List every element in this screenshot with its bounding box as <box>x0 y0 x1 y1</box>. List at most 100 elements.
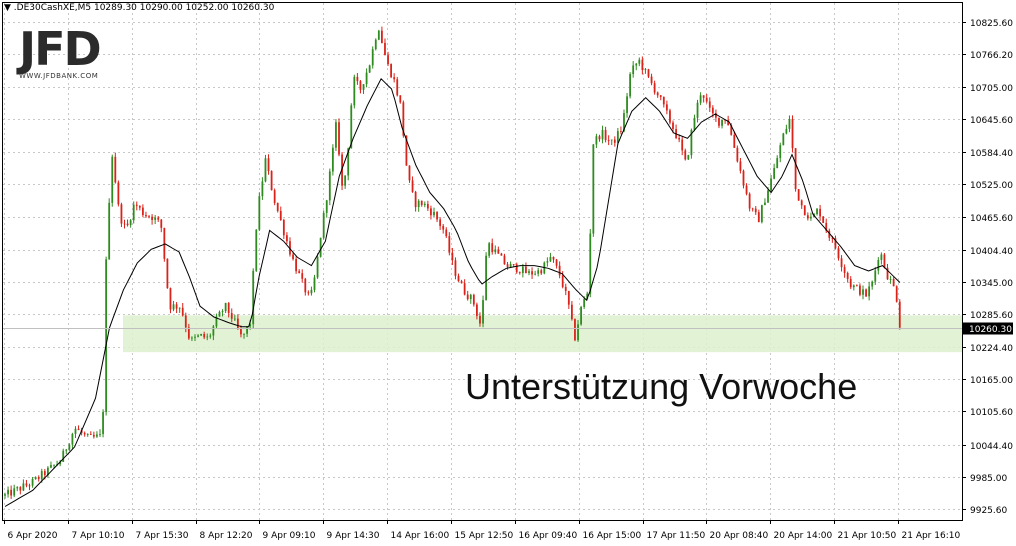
candle-bear <box>883 254 886 268</box>
candle-bull <box>417 200 420 208</box>
candle-bull <box>224 302 227 312</box>
price-axis[interactable]: 10825.60 10766.20 10705.00 10645.60 10584.40… <box>962 19 1013 516</box>
candle-bear <box>25 483 28 486</box>
candle-bull <box>868 286 871 297</box>
candle-bull <box>209 335 212 337</box>
candle-bull <box>423 203 426 206</box>
candle-bull <box>13 488 16 496</box>
candle-bull <box>874 270 877 282</box>
y-tick-label: 10465.60 <box>970 214 1013 224</box>
candle-bear <box>126 223 129 226</box>
candle-bear <box>236 318 239 329</box>
candle-bear <box>886 267 889 280</box>
candle-bear <box>181 307 184 316</box>
candle-bull <box>644 69 647 71</box>
candle-bear <box>803 205 806 216</box>
x-tick-label: 9 Apr 09:10 <box>263 531 316 541</box>
y-tick-label: 10224.40 <box>970 344 1013 354</box>
candle-bear <box>859 285 861 295</box>
candle-bull <box>178 307 181 309</box>
candle-bear <box>439 219 442 226</box>
candle-bear <box>466 294 469 300</box>
candle-bear <box>512 264 515 265</box>
candle-bull <box>246 326 248 334</box>
candle-bear <box>739 161 742 171</box>
candle-bear <box>381 30 383 43</box>
candle-bear <box>705 97 708 102</box>
candle-bull <box>696 102 699 118</box>
candle-bear <box>148 216 150 218</box>
candle-bear <box>43 471 46 476</box>
candle-bear <box>442 225 445 230</box>
candle-bear <box>837 248 840 259</box>
candle-bull <box>200 333 203 336</box>
candle-bear <box>895 286 898 302</box>
candle-bull <box>580 306 582 325</box>
candle-bear <box>295 259 298 272</box>
candle-bear <box>476 304 478 316</box>
candle-bull <box>243 333 245 335</box>
support-annotation: Unterstützung Vorwoche <box>465 366 857 408</box>
candle-bull <box>40 471 43 480</box>
x-tick-label: 16 Apr 09:40 <box>519 531 578 541</box>
candle-bull <box>335 122 337 148</box>
candle-bear <box>653 83 656 93</box>
candle-bear <box>451 252 454 261</box>
candle-bull <box>776 158 779 169</box>
candle-bull <box>50 465 52 468</box>
candle-bear <box>166 258 169 289</box>
candle-bear <box>123 223 126 225</box>
candle-bull <box>47 467 49 476</box>
candle-bull <box>629 74 632 97</box>
candle-bull <box>16 487 19 489</box>
candle-bear <box>718 117 720 126</box>
candle-bear <box>411 180 414 192</box>
candle-bear <box>711 107 714 114</box>
candle-bear <box>19 487 22 491</box>
candle-bull <box>129 220 132 226</box>
candle-bull <box>362 84 365 90</box>
candle-bear <box>448 236 451 253</box>
candle-bear <box>286 235 288 242</box>
candle-bull <box>760 205 763 223</box>
candle-bear <box>289 241 291 255</box>
candle-bull <box>690 129 693 156</box>
candle-bear <box>240 328 242 335</box>
candle-bull <box>693 117 696 130</box>
time-axis[interactable]: 6 Apr 2020 7 Apr 10:10 7 Apr 15:30 8 Apr 12… <box>4 520 961 541</box>
candle-bull <box>816 208 818 215</box>
candle-bear <box>757 212 760 223</box>
candle-bear <box>574 319 576 341</box>
candle-bear <box>898 301 901 328</box>
candle-bear <box>292 254 294 260</box>
chart-grid <box>3 3 962 520</box>
candle-bull <box>212 326 215 336</box>
candle-bear <box>678 137 681 140</box>
candle-bull <box>595 136 598 145</box>
candle-bull <box>325 200 328 213</box>
candle-bear <box>834 238 837 249</box>
candle-bear <box>564 286 567 291</box>
candle-bull <box>509 264 512 267</box>
candle-bull <box>862 289 864 295</box>
candle-bull <box>583 299 586 307</box>
jfd-logo: JFD WWW.JFDBANK.COM <box>19 26 102 82</box>
candle-bear <box>175 304 178 309</box>
candle-bull <box>105 259 108 413</box>
candle-bear <box>472 294 475 305</box>
candle-bull <box>249 324 252 327</box>
candle-bear <box>230 313 233 319</box>
candle-bull <box>7 489 9 495</box>
y-tick-label: 10705.00 <box>970 84 1013 94</box>
candle-bull <box>319 237 322 257</box>
candle-bull <box>22 483 25 491</box>
candle-bear <box>135 204 138 206</box>
candle-bear <box>797 189 800 201</box>
candle-bear <box>356 76 359 82</box>
candle-bull <box>233 318 236 320</box>
candle-bull <box>313 277 316 290</box>
x-tick-label: 9 Apr 14:30 <box>327 531 380 541</box>
candle-bull <box>252 270 255 325</box>
candle-bull <box>261 181 264 197</box>
